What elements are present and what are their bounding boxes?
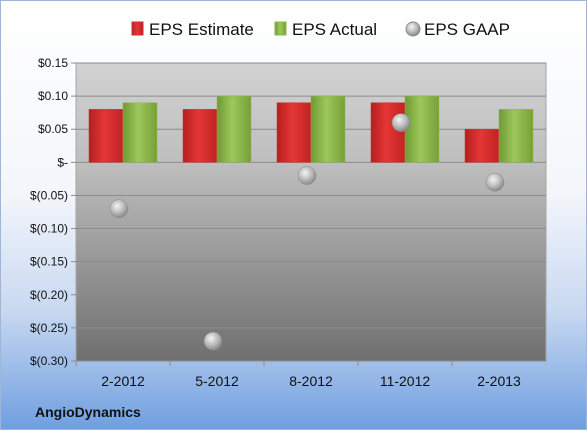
eps-actual-bar <box>122 102 158 163</box>
x-tick-label: 5-2012 <box>195 373 239 389</box>
eps-actual-bar <box>310 95 346 163</box>
eps-actual-bar <box>404 95 440 163</box>
x-tick-label: 8-2012 <box>289 373 333 389</box>
eps-gaap-point <box>203 331 223 351</box>
y-tick-label: $(0.15) <box>30 255 68 269</box>
legend: EPS Estimate EPS Actual EPS GAAP <box>131 20 510 39</box>
eps-estimate-bar <box>276 102 312 163</box>
y-tick-label: $(0.05) <box>30 188 68 202</box>
legend-eps-estimate-swatch <box>131 21 144 36</box>
y-tick-label: $(0.30) <box>30 354 68 368</box>
x-tick-label: 2-2012 <box>101 373 145 389</box>
eps-actual-bar <box>216 95 252 163</box>
eps-actual-bar <box>498 109 534 163</box>
legend-eps-actual-label: EPS Actual <box>292 20 377 39</box>
y-tick-label: $(0.10) <box>30 222 68 236</box>
eps-estimate-bar <box>182 109 218 163</box>
eps-estimate-bar <box>88 109 124 163</box>
legend-eps-gaap-swatch <box>405 21 421 37</box>
y-tick-label: $(0.25) <box>30 321 68 335</box>
x-tick-label: 11-2012 <box>380 373 431 389</box>
x-tick-label: 2-2013 <box>477 373 521 389</box>
legend-eps-estimate-label: EPS Estimate <box>149 20 254 39</box>
eps-gaap-point <box>391 113 411 132</box>
eps-gaap-point <box>485 172 505 192</box>
eps-estimate-bar <box>370 102 406 163</box>
eps-gaap-point <box>297 166 317 185</box>
y-tick-label: $0.10 <box>38 89 68 103</box>
eps-estimate-bar <box>464 128 500 163</box>
y-tick-label: $0.05 <box>38 122 68 136</box>
legend-eps-gaap-label: EPS GAAP <box>424 20 510 39</box>
eps-gaap-point <box>109 199 129 218</box>
y-tick-label: $- <box>57 155 68 169</box>
y-tick-label: $(0.20) <box>30 288 68 302</box>
y-tick-label: $0.15 <box>38 56 68 70</box>
legend-eps-actual-swatch <box>274 21 287 36</box>
brand-label: AngioDynamics <box>35 404 141 420</box>
